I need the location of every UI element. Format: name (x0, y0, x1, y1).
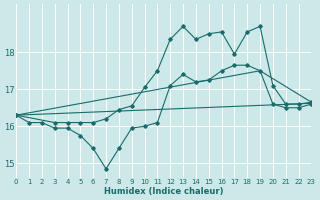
X-axis label: Humidex (Indice chaleur): Humidex (Indice chaleur) (104, 187, 224, 196)
